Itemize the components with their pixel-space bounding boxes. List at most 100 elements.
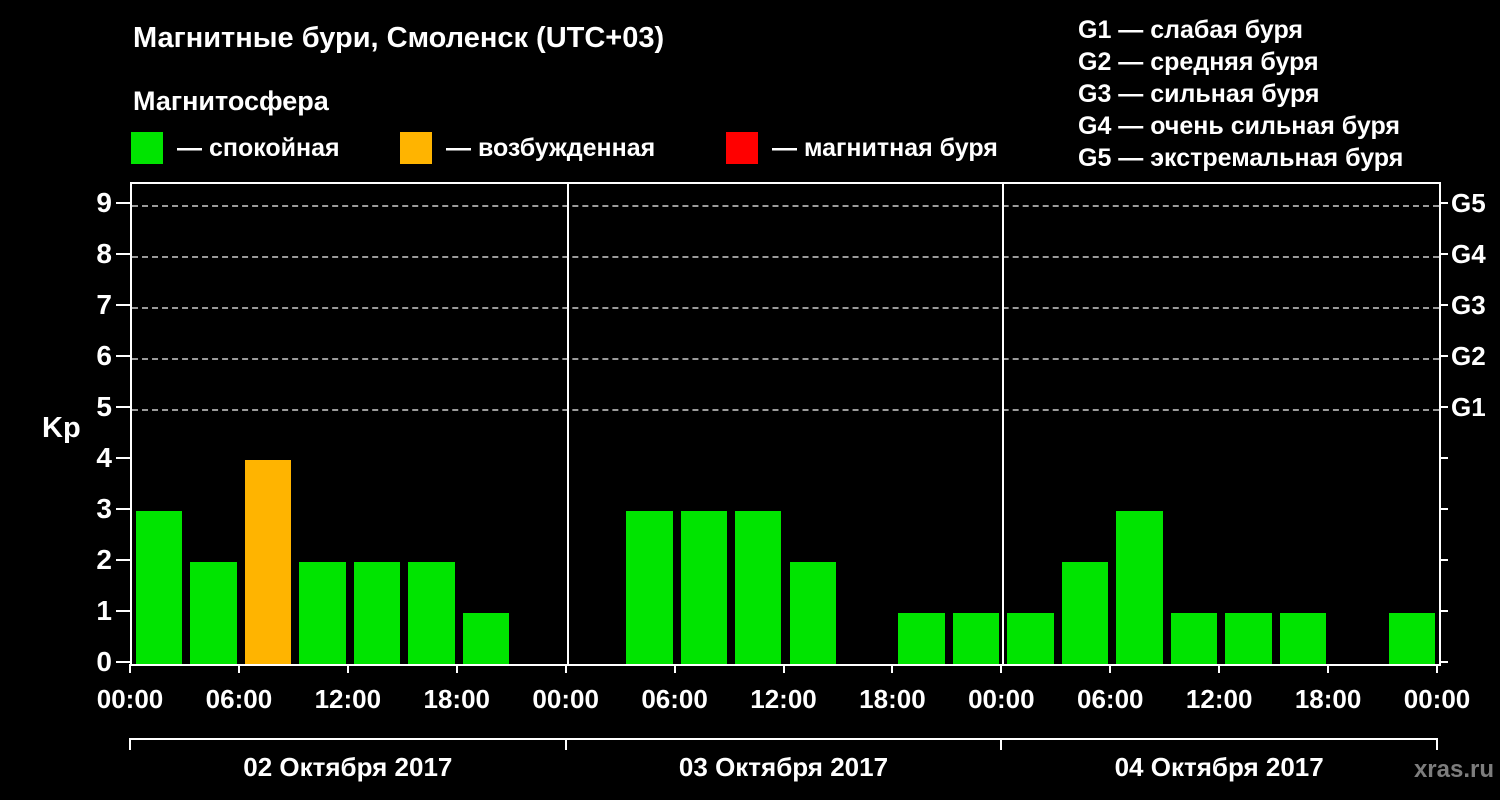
gridline — [132, 205, 1439, 207]
legend-item-excited: — возбужденная — [400, 131, 655, 165]
x-axis-tick — [455, 664, 458, 673]
kp-bar — [1116, 511, 1163, 664]
x-axis-tick — [1218, 664, 1221, 673]
y-tick-label: 4 — [96, 442, 112, 473]
x-tick-label: 00:00 — [96, 684, 164, 714]
y-tick-label: 1 — [96, 595, 112, 626]
right-axis-tick — [1439, 661, 1448, 663]
y-tick-label: 8 — [96, 238, 112, 269]
right-axis-label: G4 — [1451, 239, 1486, 269]
y-axis-tick — [116, 304, 130, 306]
right-axis-tick — [1439, 202, 1448, 204]
legend-label: — возбужденная — [446, 133, 656, 162]
x-axis-tick — [1000, 664, 1003, 673]
kp-bar — [626, 511, 673, 664]
date-label: 04 Октября 2017 — [1114, 752, 1324, 782]
y-tick-label: 0 — [96, 646, 112, 677]
right-axis-label: G3 — [1451, 290, 1486, 320]
y-tick-label: 6 — [96, 340, 112, 371]
kp-bar — [1279, 613, 1327, 664]
x-axis-tick — [673, 664, 676, 673]
kp-bar — [735, 511, 782, 664]
date-axis-tick — [1000, 738, 1003, 750]
date-axis-tick — [564, 738, 567, 750]
legend-item-storm: — магнитная буря — [726, 131, 998, 165]
x-axis-tick — [1109, 664, 1112, 673]
y-axis-tick — [116, 508, 130, 510]
date-label: 03 Октября 2017 — [678, 752, 889, 782]
x-axis-tick — [564, 664, 567, 673]
right-axis-tick — [1439, 610, 1448, 612]
date-axis-tick — [1436, 738, 1438, 750]
y-axis-tick — [116, 355, 130, 357]
kp-bar — [1225, 613, 1272, 664]
y-tick-label: 7 — [96, 289, 112, 320]
right-axis-tick — [1439, 508, 1448, 510]
date-label: 02 Октября 2017 — [243, 752, 453, 782]
plot-area — [130, 182, 1441, 666]
storm-scale-item: G5 — экстремальная буря — [1078, 144, 1404, 172]
kp-bar — [408, 562, 455, 664]
y-axis-tick — [116, 253, 130, 255]
watermark: xras.ru — [1413, 756, 1494, 783]
legend-swatch-storm — [726, 132, 758, 164]
kp-bar — [299, 562, 346, 664]
day-divider — [566, 184, 569, 664]
x-axis-tick — [129, 664, 131, 673]
legend-swatch-quiet — [131, 132, 163, 164]
right-axis-label: G5 — [1451, 188, 1486, 218]
x-axis-tick — [891, 664, 894, 673]
kp-bar — [244, 460, 292, 664]
x-axis-tick — [1436, 664, 1438, 673]
right-axis-label: G1 — [1451, 392, 1486, 422]
kp-bar — [353, 562, 401, 664]
x-tick-label: 00:00 — [968, 684, 1035, 714]
kp-bar — [789, 562, 836, 664]
right-axis-tick — [1439, 253, 1448, 255]
date-axis-tick — [129, 738, 131, 750]
storm-scale-item: G4 — очень сильная буря — [1078, 112, 1400, 140]
x-tick-label: 00:00 — [1403, 684, 1471, 714]
magnetosphere-label: Магнитосфера — [133, 86, 329, 116]
right-axis-tick — [1439, 406, 1448, 408]
y-axis-tick — [116, 457, 130, 459]
kp-bar — [1170, 613, 1218, 664]
y-axis-tick — [116, 559, 130, 561]
y-tick-label: 9 — [96, 187, 112, 218]
right-axis-tick — [1439, 559, 1448, 561]
y-axis-tick — [116, 610, 130, 612]
gridline — [132, 307, 1439, 309]
storm-scale-item: G1 — слабая буря — [1078, 16, 1304, 44]
storm-scale-legend: G1 — слабая буря G2 — средняя буря G3 — си… — [1078, 14, 1403, 174]
kp-bar — [952, 613, 1000, 664]
x-tick-label: 12:00 — [314, 684, 382, 714]
x-tick-label: 18:00 — [859, 684, 926, 714]
x-tick-label: 06:00 — [641, 684, 708, 714]
y-axis-tick — [116, 661, 130, 663]
y-axis-label: Kp — [42, 412, 81, 444]
legend-label: — спокойная — [177, 133, 340, 162]
kp-bar — [1007, 613, 1054, 664]
x-axis-tick — [346, 664, 349, 673]
legend-item-quiet: — спокойная — [131, 131, 340, 165]
x-tick-label: 06:00 — [205, 684, 273, 714]
y-tick-label: 2 — [96, 544, 112, 575]
x-axis-tick — [1327, 664, 1330, 673]
x-tick-label: 12:00 — [750, 684, 817, 714]
gridline — [132, 409, 1439, 411]
x-axis-tick — [782, 664, 785, 673]
kp-bar — [898, 613, 945, 664]
right-axis-tick — [1439, 457, 1448, 459]
legend-label: — магнитная буря — [772, 133, 998, 162]
day-divider — [1002, 184, 1005, 664]
right-axis-tick — [1439, 304, 1448, 306]
x-tick-label: 12:00 — [1185, 684, 1253, 714]
storm-scale-item: G2 — средняя буря — [1078, 48, 1319, 76]
kp-bar — [462, 613, 510, 664]
x-tick-label: 06:00 — [1077, 684, 1144, 714]
kp-bar — [1388, 613, 1435, 664]
y-axis-tick — [116, 406, 130, 408]
right-axis-tick — [1439, 355, 1448, 357]
state-legend: — спокойная — возбужденная — магнитная бур… — [0, 131, 1500, 167]
